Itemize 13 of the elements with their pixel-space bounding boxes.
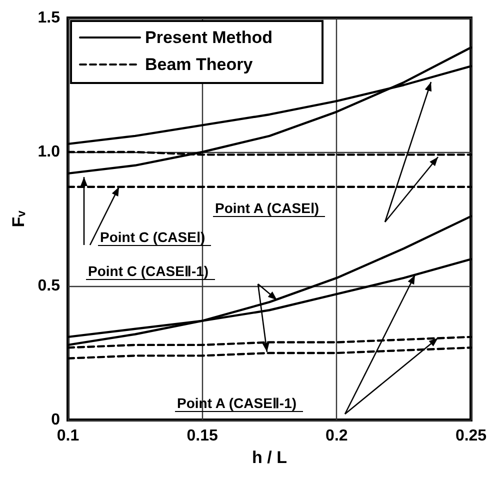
annotation: Point A (CASEⅠ) (213, 200, 326, 217)
x-tick-label: 0.1 (56, 428, 80, 444)
y-tick-label: 1.5 (38, 10, 60, 26)
x-axis-title: h / L (252, 448, 287, 467)
y-tick-label: 0 (51, 412, 60, 428)
legend-label: Present Method (145, 28, 273, 47)
x-tick-label: 0.15 (186, 428, 218, 444)
x-tick-label: 0.25 (455, 428, 487, 444)
y-tick-label: 0.5 (38, 278, 60, 294)
legend-label: Beam Theory (145, 55, 254, 74)
y-axis-title: Fᵥ (8, 210, 28, 228)
y-tick-label: 1.0 (38, 144, 60, 160)
x-tick-label: 0.2 (326, 428, 348, 444)
